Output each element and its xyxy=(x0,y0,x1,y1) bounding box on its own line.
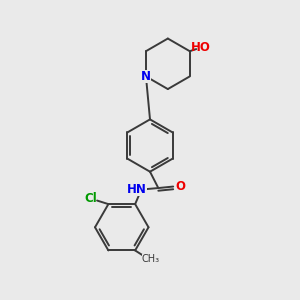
Text: Cl: Cl xyxy=(85,192,98,205)
Text: CH₃: CH₃ xyxy=(142,254,160,264)
Text: O: O xyxy=(175,180,185,193)
Text: N: N xyxy=(141,70,151,83)
Text: HN: HN xyxy=(127,183,147,196)
Text: HO: HO xyxy=(191,41,211,54)
